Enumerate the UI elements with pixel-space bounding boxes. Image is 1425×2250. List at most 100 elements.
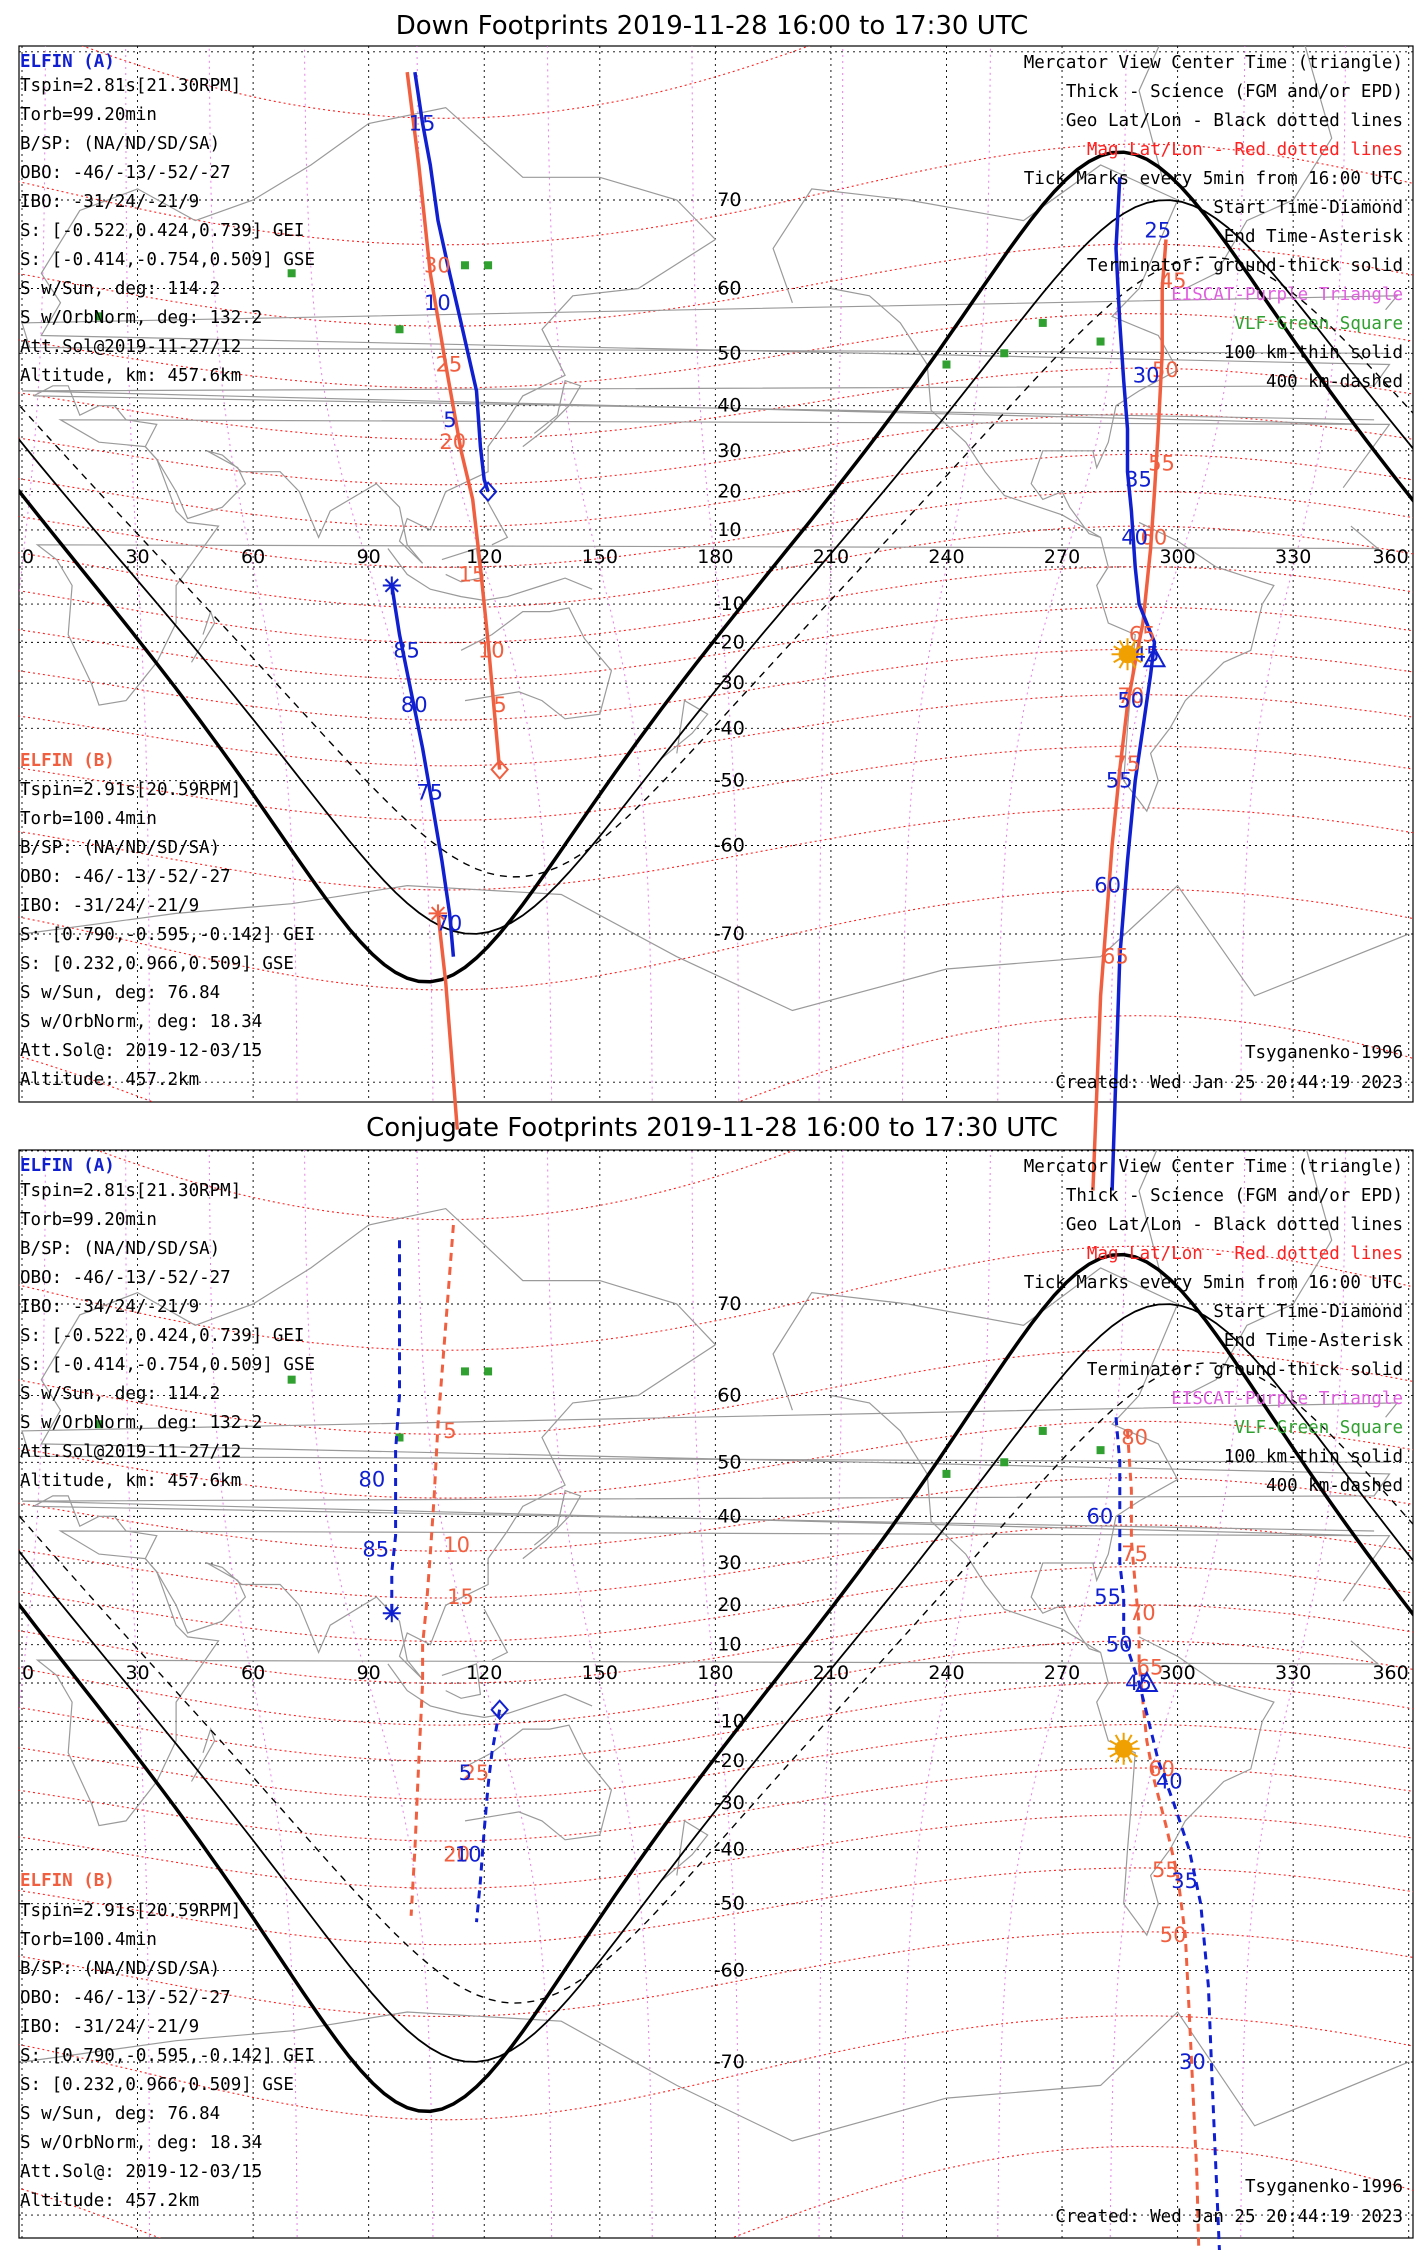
- elfin-a-info-line: S w/Sun, deg: 114.2: [20, 279, 220, 299]
- legend-entry: Terminator: ground-thick solid: [1087, 256, 1403, 276]
- elfin-a-info-block: ELFIN (A) Tspin=2.81s[21.30RPM] Torb=99.2…: [20, 52, 315, 386]
- track-time-label: 5: [443, 408, 456, 432]
- vlf-station-marker: [1000, 1458, 1009, 1467]
- track-time-label: 65: [1137, 1656, 1164, 1680]
- elfin-b-info-line: IBO: -31/24/-21/9: [20, 2017, 199, 2037]
- track-time-label: 55: [1094, 1585, 1121, 1609]
- track-time-label: 50: [1160, 1923, 1187, 1947]
- lat-tick-label: 70: [717, 1293, 741, 1315]
- lat-tick-label: -30: [714, 1792, 745, 1814]
- lat-tick-label: -30: [714, 672, 745, 694]
- vlf-station-marker: [287, 269, 296, 278]
- coastline: [1138, 1150, 1333, 1396]
- legend-entry: EISCAT-Purple Triangle: [1171, 1389, 1403, 1409]
- track-time-label: 15: [447, 1585, 474, 1609]
- coastline: [387, 1663, 593, 1719]
- terminator-curve: [19, 256, 1413, 878]
- vlf-station-marker: [287, 1375, 296, 1384]
- track-time-label: 45: [1160, 269, 1187, 293]
- track-time-label: 50: [1106, 1633, 1133, 1657]
- elfin-a-info-line: S: [-0.414,-0.754,0.509] GSE: [20, 250, 315, 270]
- elfin-a-info-block: ELFIN (A) Tspin=2.81s[21.30RPM] Torb=99.2…: [20, 1156, 315, 1491]
- coastline: [483, 495, 509, 546]
- vlf-station-marker: [1096, 1446, 1105, 1455]
- elfin-a-info-line: Torb=99.20min: [20, 105, 157, 125]
- coastline: [661, 1819, 709, 1882]
- lat-tick-label: -40: [714, 1839, 745, 1861]
- elfin-a-info-line: OBO: -46/-13/-52/-27: [20, 163, 231, 183]
- mag-meridian: [546, 1150, 653, 2238]
- legend-entry: Thick - Science (FGM and/or EPD): [1066, 1186, 1403, 1206]
- terminator-curve: [19, 1303, 1413, 2063]
- lon-tick-label: 150: [582, 1662, 618, 1684]
- map-content: [19, 1150, 1413, 2238]
- lon-tick-label: 30: [125, 546, 149, 568]
- track-time-label: 60: [1140, 525, 1167, 549]
- track-time-label: 30: [1133, 363, 1160, 387]
- legend-entry: End Time-Asterisk: [1224, 227, 1404, 247]
- sun-marker: [1111, 638, 1144, 671]
- lat-tick-label: 60: [717, 1384, 741, 1406]
- lon-tick-label: 270: [1044, 546, 1080, 568]
- legend-entry: 400 km-dashed: [1266, 372, 1403, 392]
- mag-parallel: [19, 1477, 1413, 1552]
- legend-entry: Mag Lat/Lon - Red dotted lines: [1087, 140, 1403, 160]
- mag-parallel: [19, 566, 1413, 644]
- terminator-curve: [19, 1362, 1413, 2004]
- start-time-diamond: [478, 481, 498, 503]
- footprint-track: [1126, 1430, 1201, 2250]
- vlf-station-marker: [484, 1367, 493, 1376]
- track-time-label: 25: [436, 353, 463, 377]
- coastline: [1096, 521, 1275, 813]
- elfin-a-info-line: S w/OrbNorm, deg: 132.2: [20, 308, 262, 328]
- mag-parallel: [19, 1348, 1413, 1435]
- track-time-label: 10: [478, 638, 505, 662]
- coastline: [772, 164, 1179, 538]
- lon-tick-label: 210: [813, 546, 849, 568]
- elfin-a-info-line: Altitude, km: 457.6km: [20, 1471, 241, 1491]
- mag-parallel: [19, 143, 1413, 246]
- track-time-label: 30: [1179, 2050, 1206, 2074]
- elfin-b-info-line: B/SP: (NA/ND/SD/SA): [20, 1959, 220, 1979]
- elfin-b-info-line: B/SP: (NA/ND/SD/SA): [20, 838, 220, 858]
- track-time-label: 35: [1125, 468, 1152, 492]
- lon-tick-label: 90: [357, 546, 381, 568]
- lat-tick-label: -20: [714, 1750, 745, 1772]
- track-time-label: 10: [455, 1843, 482, 1867]
- track-time-label: 75: [1121, 1542, 1148, 1566]
- footprint-track: [1091, 239, 1168, 1191]
- footprint-track: [1114, 1417, 1221, 2250]
- vlf-station-marker: [1096, 337, 1105, 346]
- vlf-station-marker: [460, 261, 469, 270]
- lon-tick-label: 240: [928, 1662, 964, 1684]
- map-content: [19, 46, 1413, 1102]
- mag-parallel: [19, 1931, 1413, 2018]
- elfin-b-info-line: Altitude: 457.2km: [20, 1070, 199, 1090]
- track-time-label: 10: [443, 1533, 470, 1557]
- lat-tick-label: 20: [717, 1594, 741, 1616]
- lat-tick-label: 20: [717, 481, 741, 503]
- elfin-b-info-line: OBO: -46/-13/-52/-27: [20, 867, 231, 887]
- track-time-label: 80: [401, 693, 428, 717]
- lat-tick-label: -60: [714, 835, 745, 857]
- track-time-label: 80: [1121, 1425, 1148, 1449]
- track-time-label: 55: [1106, 769, 1133, 793]
- coastline: [21, 295, 1399, 354]
- lon-tick-label: 360: [1372, 1662, 1408, 1684]
- lat-tick-label: -10: [714, 593, 745, 615]
- track-time-label: 5: [443, 1419, 456, 1443]
- lat-tick-label: -20: [714, 631, 745, 653]
- elfin-b-info-line: Torb=100.4min: [20, 809, 157, 829]
- coastline: [21, 1402, 1399, 1463]
- lat-tick-label: -60: [714, 1960, 745, 1982]
- mag-meridian: [19, 46, 46, 599]
- legend-entry: Terminator: ground-thick solid: [1087, 1360, 1403, 1380]
- mag-meridian: [901, 1150, 991, 2238]
- elfin-a-info-line: S w/Sun, deg: 114.2: [20, 1384, 220, 1404]
- lon-tick-label: 0: [22, 1662, 34, 1684]
- elfin-b-info-line: S: [0.790,-0.595,-0.142] GEI: [20, 2046, 315, 2066]
- lon-tick-label: 0: [22, 546, 34, 568]
- track-time-label: 70: [1129, 1601, 1156, 1625]
- legend-entry: End Time-Asterisk: [1224, 1331, 1404, 1351]
- lat-tick-label: -70: [714, 923, 745, 945]
